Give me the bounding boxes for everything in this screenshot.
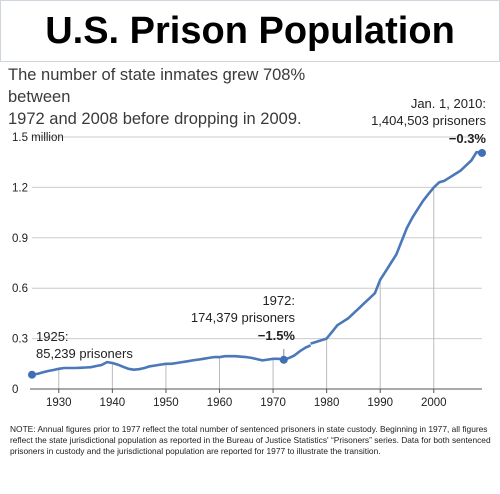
y-tick-label: 0.9 — [12, 233, 28, 245]
annotation-leaders — [283, 149, 483, 360]
subtitle: The number of state inmates grew 708% be… — [8, 64, 368, 130]
x-tick-label: 2000 — [421, 397, 447, 409]
subtitle-line: 1972 and 2008 before dropping in 2009. — [8, 110, 302, 128]
x-tick-label: 1970 — [260, 397, 286, 409]
data-point-marker — [28, 370, 36, 379]
x-axis-ticks: 1930 1940 1950 1960 1970 1980 1990 2000 — [30, 388, 482, 409]
y-axis-ticks: 0 0.3 0.6 0.9 1.2 1.5 million — [12, 132, 64, 396]
annotation-1925-year: 1925: — [36, 329, 69, 344]
annotation-1925-value: 85,239 prisoners — [36, 346, 133, 361]
subtitle-line: The number of state inmates grew 708% be… — [8, 66, 306, 106]
y-tick-label: 0 — [12, 384, 18, 396]
prison-population-chart: 0 0.3 0.6 0.9 1.2 1.5 million 1930 1940 1950 196… — [12, 96, 486, 409]
series-line — [31, 344, 312, 376]
footnote: NOTE: Annual figures prior to 1977 refle… — [10, 424, 491, 456]
annotation-1972-year: 1972: — [262, 293, 295, 308]
x-tick-label: 1960 — [207, 397, 233, 409]
data-point-marker — [279, 355, 288, 364]
annotations: 1925: 85,239 prisoners 1972: 174,379 prison… — [36, 96, 486, 361]
x-tick-label: 1990 — [367, 397, 393, 409]
x-tick-label: 1980 — [314, 397, 340, 409]
x-tick-label: 1950 — [153, 397, 179, 409]
page-title: U.S. Prison Population — [0, 0, 500, 62]
y-tick-label: 0.3 — [12, 334, 28, 346]
series-line — [310, 150, 483, 345]
y-tick-label: 0.6 — [12, 283, 28, 295]
x-tick-label: 1940 — [100, 397, 126, 409]
annotation-2010-value: 1,404,503 prisoners — [371, 113, 486, 128]
y-tick-label: 1.5 million — [12, 132, 64, 144]
x-tick-label: 1930 — [46, 397, 72, 409]
annotation-1972-value: 174,379 prisoners — [191, 310, 296, 325]
data-point-marker — [478, 148, 486, 157]
plot-area — [28, 148, 486, 379]
annotation-2010-change: −0.3% — [449, 131, 487, 146]
gridlines — [32, 136, 482, 389]
y-tick-label: 1.2 — [12, 182, 28, 194]
annotation-2010-date: Jan. 1, 2010: — [411, 96, 486, 111]
annotation-1972-change: −1.5% — [258, 328, 296, 343]
